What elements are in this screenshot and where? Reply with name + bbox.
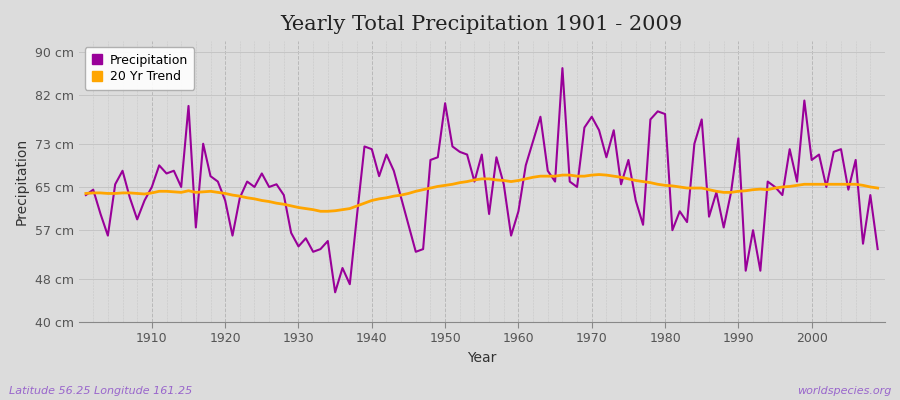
Precipitation — [520, 163, 531, 168]
Precipitation — [557, 66, 568, 70]
Precipitation — [513, 209, 524, 214]
Precipitation — [329, 290, 340, 295]
Text: worldspecies.org: worldspecies.org — [796, 386, 891, 396]
Title: Yearly Total Precipitation 1901 - 2009: Yearly Total Precipitation 1901 - 2009 — [281, 15, 683, 34]
Y-axis label: Precipitation: Precipitation — [15, 138, 29, 225]
Precipitation — [352, 212, 363, 216]
20 Yr Trend — [520, 176, 531, 181]
20 Yr Trend — [315, 209, 326, 214]
20 Yr Trend — [594, 172, 605, 177]
20 Yr Trend — [80, 191, 91, 196]
20 Yr Trend — [301, 206, 311, 211]
Precipitation — [872, 247, 883, 252]
Legend: Precipitation, 20 Yr Trend: Precipitation, 20 Yr Trend — [85, 47, 194, 90]
X-axis label: Year: Year — [467, 351, 497, 365]
Precipitation — [80, 193, 91, 198]
Line: 20 Yr Trend: 20 Yr Trend — [86, 174, 878, 211]
20 Yr Trend — [140, 192, 150, 196]
Precipitation — [140, 198, 150, 203]
20 Yr Trend — [872, 186, 883, 190]
20 Yr Trend — [352, 204, 363, 208]
20 Yr Trend — [616, 175, 626, 180]
Precipitation — [301, 236, 311, 241]
Precipitation — [616, 182, 626, 187]
20 Yr Trend — [513, 178, 524, 183]
Text: Latitude 56.25 Longitude 161.25: Latitude 56.25 Longitude 161.25 — [9, 386, 193, 396]
Line: Precipitation: Precipitation — [86, 68, 878, 292]
